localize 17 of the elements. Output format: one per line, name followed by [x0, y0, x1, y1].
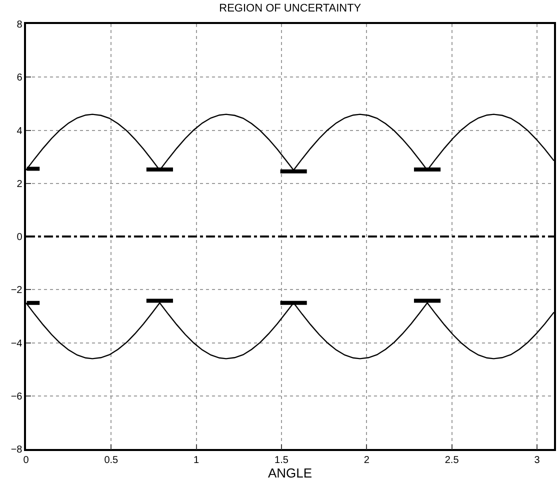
x-tick-label: 2: [364, 454, 370, 466]
chart-title: REGION OF UNCERTAINTY: [219, 2, 362, 15]
x-axis-title: ANGLE: [268, 466, 312, 481]
y-tick-label: 8: [16, 20, 23, 30]
y-tick-label: 0: [16, 232, 23, 243]
y-tick-label: −4: [10, 338, 23, 350]
x-tick-label: 3: [534, 454, 540, 466]
y-tick-label: 4: [16, 126, 23, 137]
y-tick-label: −2: [10, 285, 23, 296]
x-tick-label: 0.5: [104, 454, 119, 466]
x-tick-label: 1.5: [274, 454, 289, 466]
x-tick-label: 1: [194, 454, 200, 466]
x-tick-label: 2.5: [444, 454, 460, 466]
y-tick-label: 6: [16, 72, 23, 84]
y-tick-label: 2: [16, 178, 23, 190]
y-tick-label: −6: [10, 391, 23, 402]
y-tick-label: −8: [10, 444, 23, 456]
